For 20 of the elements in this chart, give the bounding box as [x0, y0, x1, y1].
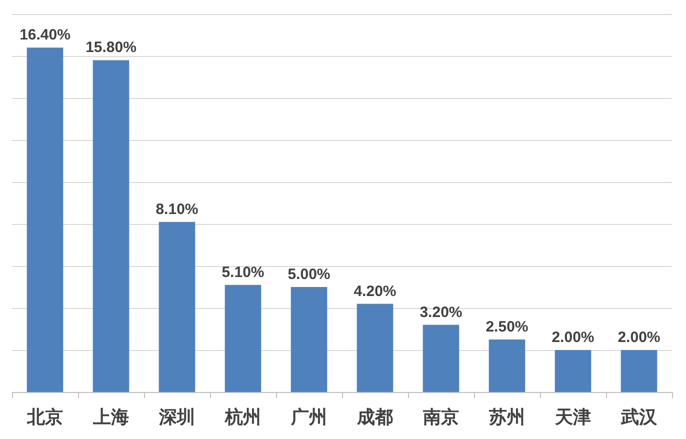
data-label: 3.20%: [420, 304, 462, 321]
data-label: 16.40%: [20, 26, 70, 44]
x-tick-label: 杭州: [224, 407, 261, 427]
x-tick-label: 上海: [92, 407, 129, 427]
x-tick-label: 深圳: [158, 407, 195, 427]
x-tick-label: 广州: [290, 407, 327, 427]
data-label: 15.80%: [86, 39, 136, 56]
data-label: 5.10%: [222, 264, 264, 281]
x-tick-label: 苏州: [488, 407, 525, 427]
data-label: 2.00%: [552, 329, 594, 346]
data-label: 5.00%: [288, 266, 330, 283]
x-tick-label: 成都: [356, 407, 393, 427]
x-tick-label: 南京: [422, 407, 459, 427]
data-label: 4.20%: [354, 282, 396, 300]
x-tick-label: 武汉: [620, 407, 658, 427]
x-tick-label: 天津: [554, 407, 591, 427]
data-label: 2.00%: [618, 329, 660, 346]
data-label: 8.10%: [156, 200, 198, 218]
data-label: 2.50%: [486, 318, 528, 336]
x-tick-label: 北京: [26, 407, 63, 427]
